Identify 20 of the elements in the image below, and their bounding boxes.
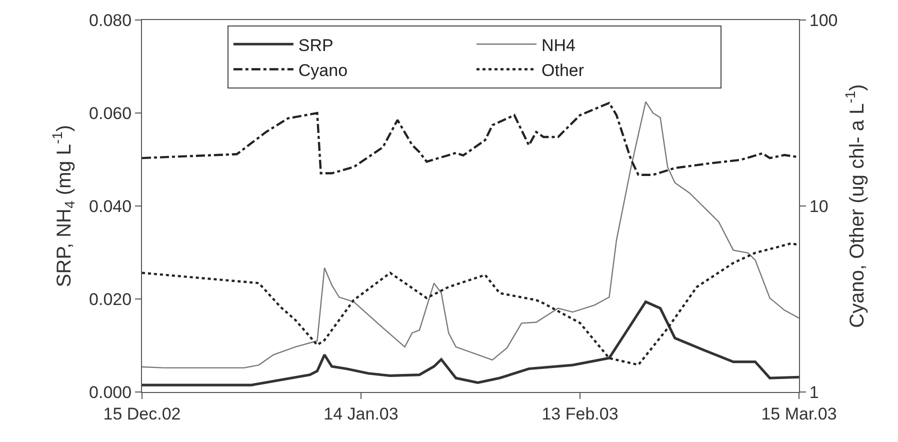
y-tick-label: 0.020 (89, 290, 132, 309)
y-tick-label: 0.040 (89, 196, 132, 216)
line-series (142, 102, 799, 176)
legend-label: SRP (298, 36, 334, 55)
y2-tick-label: 100 (809, 10, 838, 30)
y-tick-label: 0.060 (89, 104, 132, 123)
line-series (142, 242, 799, 366)
legend-label: NH4 (542, 36, 576, 55)
y2-tick-label: 1 (809, 382, 819, 402)
line-series (142, 300, 799, 386)
x-tick-label: 15 Mar.03 (761, 404, 837, 424)
y-tick-label: 0.000 (89, 382, 132, 402)
x-tick-label: 15 Dec.02 (103, 404, 181, 424)
line-series (142, 101, 799, 368)
legend-label: Other (542, 60, 584, 80)
legend-label: Cyano (298, 60, 348, 80)
y2-tick-label: 10 (809, 196, 828, 216)
y-tick-label: 0.080 (89, 10, 132, 30)
x-tick-label: 13 Feb.03 (542, 404, 618, 424)
x-tick-label: 14 Jan.03 (324, 404, 398, 424)
